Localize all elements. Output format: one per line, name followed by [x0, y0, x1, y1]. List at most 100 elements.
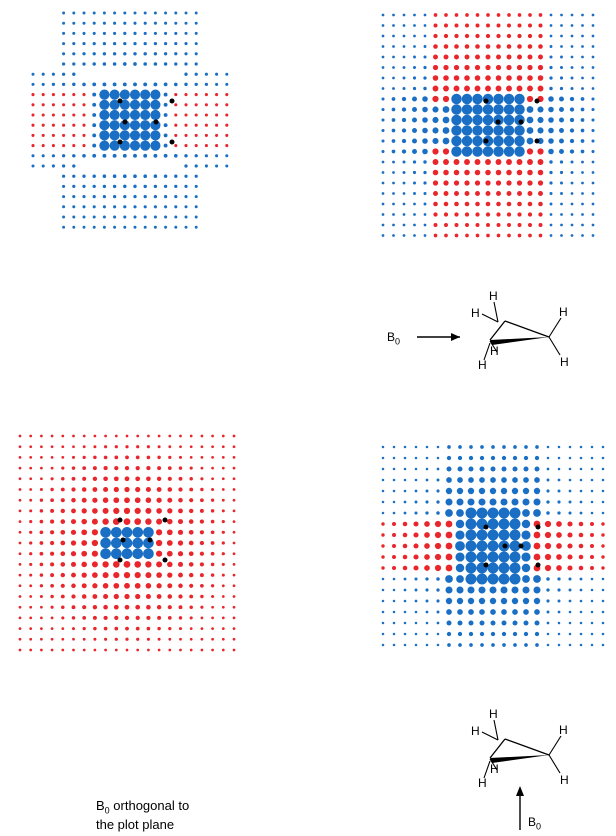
shielding-dot	[31, 154, 35, 158]
shielding-dot	[581, 45, 584, 48]
shielding-dot	[512, 609, 518, 615]
shielding-dot	[591, 97, 595, 101]
shielding-dot	[446, 609, 452, 615]
shielding-dot	[381, 500, 385, 504]
shielding-dot	[403, 632, 407, 636]
shielding-dot	[414, 511, 418, 515]
shielding-dot	[184, 42, 188, 46]
shielding-dot	[581, 24, 584, 27]
shielding-dot	[522, 498, 530, 506]
deshielding-dot	[146, 615, 151, 620]
deshielding-dot	[104, 637, 108, 641]
deshielding-dot	[125, 626, 129, 631]
shielding-dot	[414, 456, 418, 460]
deshielding-dot	[145, 486, 151, 493]
deshielding-dot	[221, 434, 225, 438]
deshielding-dot	[200, 445, 204, 449]
deshielding-dot	[445, 520, 453, 528]
shielding-dot	[412, 65, 417, 70]
deshielding-dot	[443, 201, 449, 207]
shielding-dot	[72, 11, 76, 15]
shielding-dot	[546, 500, 550, 504]
cyclopropane-structure-1	[417, 301, 562, 361]
shielding-dot	[570, 234, 574, 237]
shielding-dot	[581, 55, 584, 59]
shielding-dot	[414, 599, 418, 603]
shielding-dot	[194, 225, 198, 229]
deshielding-dot	[71, 616, 76, 620]
deshielding-dot	[506, 159, 512, 165]
shielding-dot	[533, 498, 541, 506]
shielding-dot	[521, 530, 531, 540]
shielding-dot	[570, 66, 574, 69]
shielding-dot	[548, 106, 554, 113]
deshielding-dot	[174, 113, 178, 117]
shielding-dot	[509, 562, 521, 574]
shielding-dot	[522, 509, 530, 517]
shielding-dot	[381, 599, 385, 603]
deshielding-dot	[167, 561, 173, 568]
deshielding-dot	[29, 637, 33, 641]
deshielding-dot	[221, 637, 225, 641]
deshielding-dot	[517, 212, 522, 217]
deshielding-dot	[433, 13, 438, 17]
shielding-dot	[143, 52, 147, 56]
shielding-dot	[549, 160, 553, 164]
deshielding-dot	[189, 508, 194, 514]
deshielding-dot	[82, 466, 87, 470]
deshielding-dot	[70, 551, 77, 557]
deshielding-dot	[51, 133, 55, 137]
deshielding-dot	[29, 627, 33, 630]
shielding-dot	[423, 86, 427, 91]
shielding-dot	[456, 575, 464, 583]
shielding-dot	[476, 573, 488, 585]
deshielding-dot	[204, 103, 208, 107]
deshielding-dot	[135, 476, 141, 482]
deshielding-dot	[537, 64, 544, 71]
deshielding-dot	[486, 223, 490, 227]
deshielding-dot	[204, 123, 208, 127]
deshielding-dot	[124, 593, 130, 600]
deshielding-dot	[537, 169, 544, 176]
deshielding-dot	[60, 487, 65, 492]
shielding-dot	[153, 82, 158, 87]
shielding-dot	[570, 192, 574, 195]
deshielding-dot	[178, 572, 183, 578]
shielding-dot	[392, 445, 396, 449]
deshielding-dot	[82, 445, 86, 449]
shielding-dot	[62, 215, 66, 219]
deshielding-dot	[82, 455, 86, 460]
deshielding-dot	[18, 498, 22, 502]
shielding-dot	[445, 487, 453, 495]
shielding-dot	[479, 631, 485, 637]
deshielding-dot	[199, 540, 205, 546]
deshielding-dot	[496, 201, 501, 207]
deshielding-dot	[392, 555, 396, 559]
shielding-dot	[403, 599, 407, 603]
deshielding-dot	[40, 648, 43, 652]
deshielding-dot	[232, 563, 236, 566]
field-arrow-head	[451, 333, 460, 341]
deshielding-dot	[538, 212, 543, 217]
shielding-dot	[31, 72, 35, 76]
shielding-dot	[122, 82, 127, 87]
deshielding-dot	[443, 64, 449, 71]
shielding-dot	[153, 41, 158, 46]
shielding-dot	[41, 82, 45, 86]
deshielding-dot	[50, 466, 54, 470]
shielding-dot	[412, 138, 417, 144]
deshielding-dot	[157, 626, 161, 631]
shielding-dot	[436, 500, 440, 504]
deshielding-dot	[157, 455, 161, 460]
deshielding-dot	[82, 648, 86, 652]
deshielding-dot	[29, 477, 33, 481]
deshielding-dot	[528, 233, 532, 238]
shielding-dot	[559, 128, 564, 133]
atom-dot	[169, 139, 175, 145]
deshielding-dot	[60, 508, 65, 514]
deshielding-dot	[40, 434, 43, 438]
shielding-dot	[467, 586, 475, 594]
deshielding-dot	[413, 565, 419, 571]
deshielding-dot	[210, 509, 215, 513]
shielding-dot	[580, 149, 585, 154]
